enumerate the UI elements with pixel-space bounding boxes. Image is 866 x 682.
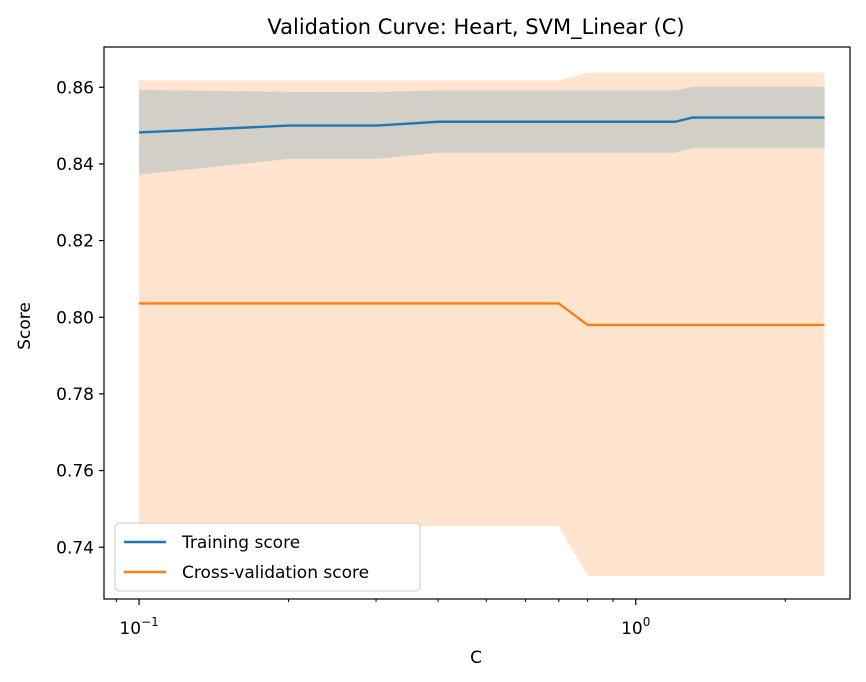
y-tick-label: 0.86: [56, 78, 94, 98]
band-cross-validation: [139, 72, 825, 577]
series-lines: [139, 116, 825, 327]
legend-box: [114, 522, 421, 592]
y-axis-ticks: 0.74 0.76 0.78 0.80 0.82 0.84 0.86: [56, 78, 104, 558]
y-tick-label: 0.78: [56, 385, 94, 405]
x-axis-ticks: 10−1 100: [115, 599, 786, 639]
line-cross-validation-score: [139, 302, 825, 327]
legend: Training score Cross-validation score: [114, 522, 421, 592]
y-tick-label: 0.74: [56, 538, 94, 558]
legend-label: Cross-validation score: [182, 563, 369, 583]
band-training: [139, 86, 825, 175]
y-tick-label: 0.82: [56, 232, 94, 252]
line-training-score: [139, 116, 825, 134]
y-axis-label: Score: [15, 302, 35, 350]
y-tick-label: 0.84: [56, 155, 94, 175]
x-tick-label: 10−1: [119, 615, 158, 639]
confidence-bands: [139, 72, 825, 577]
y-tick-label: 0.80: [56, 308, 94, 328]
plot-frame: [103, 46, 851, 600]
y-tick-label: 0.76: [56, 462, 94, 482]
x-axis-label: C: [470, 648, 482, 668]
legend-label: Training score: [181, 533, 300, 553]
chart-title: Validation Curve: Heart, SVM_Linear (C): [267, 15, 684, 40]
x-tick-label: 100: [621, 615, 650, 639]
